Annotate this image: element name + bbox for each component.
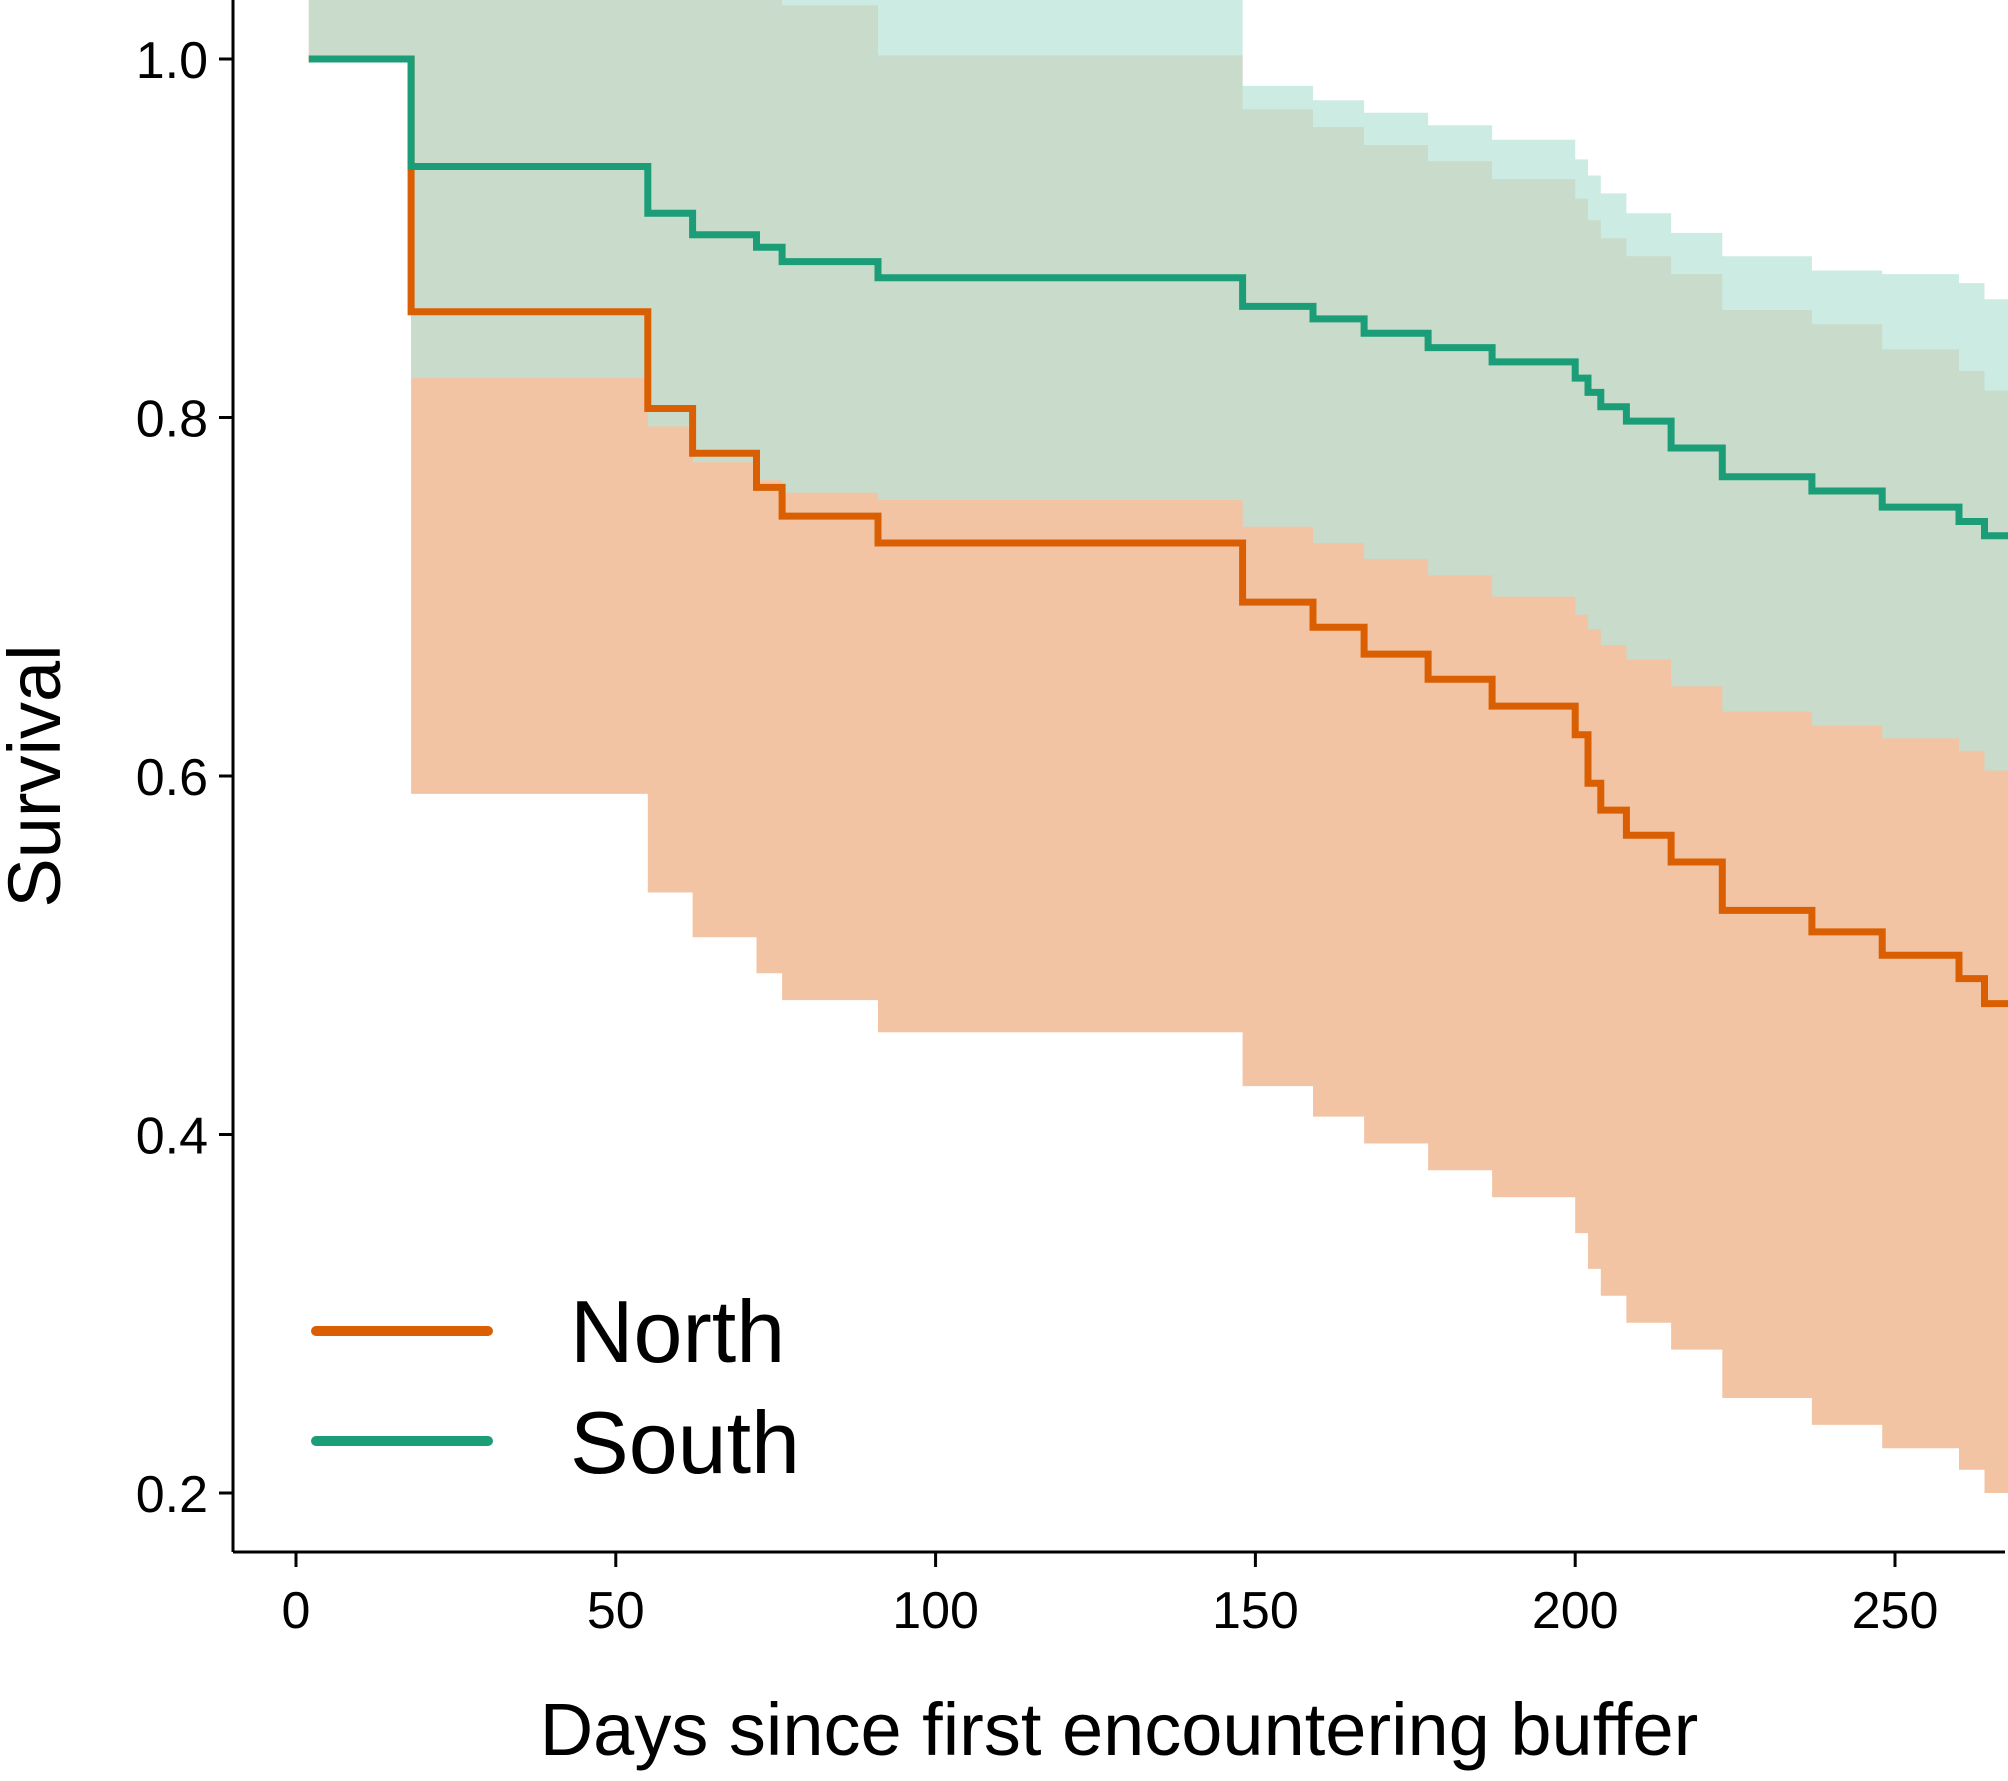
legend: North South: [311, 1282, 800, 1492]
x-ticks: 0 50 100 150 200 250: [282, 1552, 1939, 1640]
survival-line-south: [308, 55, 2008, 540]
x-tick-label: 100: [892, 1582, 979, 1640]
x-tick-label: 0: [282, 1582, 311, 1640]
y-tick-label: 0.2: [136, 1466, 208, 1524]
x-axis-title: Days since first encountering buffer: [540, 1688, 1699, 1771]
x-tick-label: 200: [1532, 1582, 1619, 1640]
x-tick-label: 250: [1852, 1582, 1939, 1640]
legend-label-south: South: [570, 1393, 800, 1492]
y-tick-label: 0.8: [136, 391, 208, 449]
y-tick-label: 0.6: [136, 749, 208, 807]
y-ticks: 0.2 0.4 0.6 0.8 1.0: [136, 32, 233, 1524]
y-tick-label: 0.4: [136, 1108, 208, 1166]
y-axis-title: Survival: [0, 644, 76, 907]
survival-curves: [308, 55, 2008, 1008]
confidence-bands: [308, 0, 2008, 1493]
ci-band-south: [308, 0, 2008, 771]
survival-line-north: [308, 55, 2008, 1008]
x-tick-label: 150: [1212, 1582, 1299, 1640]
y-tick-label: 1.0: [136, 32, 208, 90]
x-tick-label: 50: [587, 1582, 645, 1640]
legend-label-north: North: [570, 1282, 785, 1381]
